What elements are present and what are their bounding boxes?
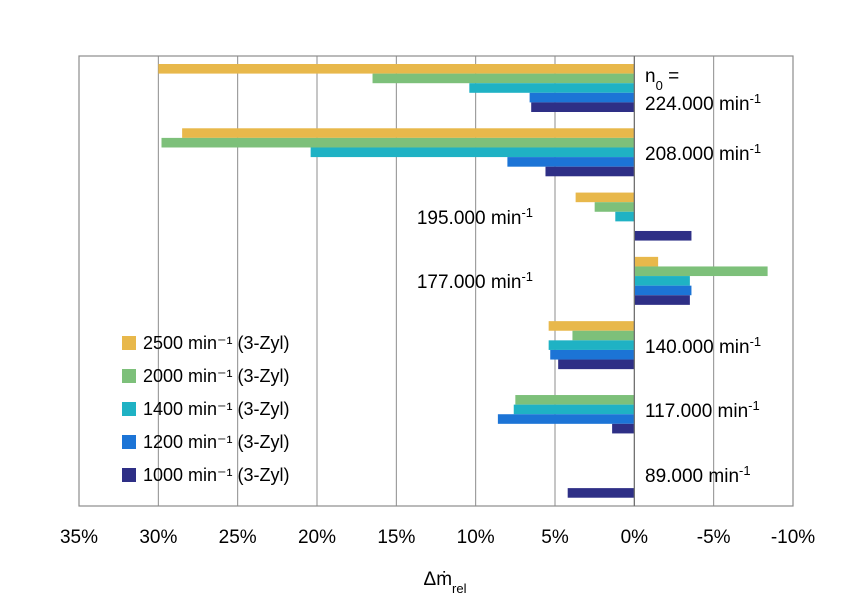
bar xyxy=(161,137,635,148)
legend: 2500 min⁻¹ (3-Zyl) 2000 min⁻¹ (3-Zyl) 1400… xyxy=(122,333,290,485)
x-axis-title-main: Δṁ xyxy=(424,569,453,590)
bar xyxy=(469,83,635,93)
x-tick-label: 20% xyxy=(298,527,336,548)
bar xyxy=(158,64,635,74)
x-axis-title-sub: rel xyxy=(452,581,467,596)
bar xyxy=(634,276,690,286)
category-label: 224.000 min-1 xyxy=(645,91,761,116)
category-label: 177.000 min-1 xyxy=(417,269,533,294)
bar xyxy=(634,285,692,296)
category-labels: n0 =224.000 min-1 208.000 min-1 195.000 mi… xyxy=(417,66,761,487)
bar xyxy=(634,266,768,277)
legend-swatch xyxy=(122,402,136,416)
legend-label: 2500 min⁻¹ (3-Zyl) xyxy=(143,333,290,353)
x-axis-title: Δṁrel xyxy=(424,569,467,596)
x-tick-label: 25% xyxy=(219,527,257,548)
x-tick-label: -10% xyxy=(771,527,815,548)
bar xyxy=(310,147,635,158)
bar-layer xyxy=(158,64,768,498)
category-label: 117.000 min-1 xyxy=(645,398,760,423)
legend-label: 1200 min⁻¹ (3-Zyl) xyxy=(143,432,290,452)
legend-swatch xyxy=(122,369,136,383)
x-tick-label: 15% xyxy=(377,527,415,548)
bar xyxy=(497,414,635,424)
bar xyxy=(507,157,635,167)
legend-label: 1000 min⁻¹ (3-Zyl) xyxy=(143,465,290,485)
category-label: 195.000 min-1 xyxy=(417,205,533,230)
bar xyxy=(615,211,635,222)
category-prefix: n0 = xyxy=(645,66,679,93)
bar xyxy=(634,295,690,305)
legend-swatch xyxy=(122,468,136,482)
x-tick-label: -5% xyxy=(697,527,731,548)
x-tick-label: 30% xyxy=(139,527,177,548)
x-tick-label: 35% xyxy=(60,527,98,548)
x-tick-label: 10% xyxy=(457,527,495,548)
legend-swatch xyxy=(122,336,136,350)
bar xyxy=(545,166,635,177)
bar xyxy=(634,256,659,267)
bar xyxy=(548,321,635,331)
legend-swatch xyxy=(122,435,136,449)
bar xyxy=(550,349,635,360)
x-tick-label: 5% xyxy=(541,527,569,548)
category-label: 89.000 min-1 xyxy=(645,463,751,488)
bar xyxy=(372,73,635,84)
bar xyxy=(548,340,635,350)
legend-label: 2000 min⁻¹ (3-Zyl) xyxy=(143,366,290,386)
legend-label: 1400 min⁻¹ (3-Zyl) xyxy=(143,399,290,419)
bar xyxy=(594,202,635,212)
bar xyxy=(567,488,635,498)
bar xyxy=(529,92,635,103)
bar xyxy=(572,330,635,341)
bar xyxy=(575,192,635,203)
category-label: 208.000 min-1 xyxy=(645,141,761,166)
bar xyxy=(182,128,635,138)
bar xyxy=(634,230,692,241)
category-label: 140.000 min-1 xyxy=(645,334,761,359)
bar xyxy=(513,404,635,415)
plot-border xyxy=(78,55,794,507)
bar xyxy=(558,359,635,370)
bar xyxy=(515,395,635,405)
axis-layer: 35% 30% 25% 20% 15% 10% 5% 0% -5% -10% xyxy=(60,56,815,548)
x-tick-label: 0% xyxy=(621,527,649,548)
bar xyxy=(612,423,635,434)
bar xyxy=(531,102,635,112)
